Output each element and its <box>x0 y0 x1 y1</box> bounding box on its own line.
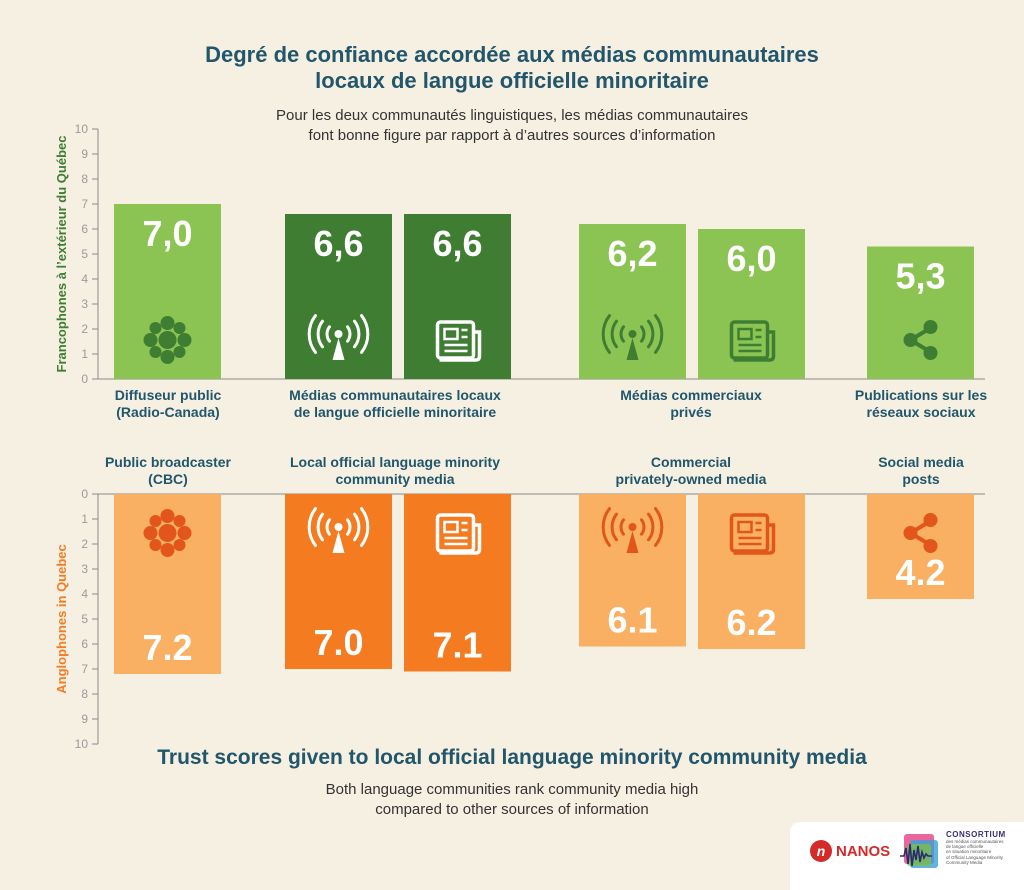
francophone-category-label: Diffuseur public <box>115 387 222 403</box>
newspaper-icon <box>729 513 776 555</box>
francophone-panel: 0 1 2 3 4 5 6 7 8 9 10 Francophones à l’extérieur d… <box>54 122 987 420</box>
francophone-bar <box>867 246 974 379</box>
francophone-bar-value-label: 6,6 <box>313 223 363 264</box>
chart-subtitle-fr: Pour les deux communautés linguistiques,… <box>0 106 1024 146</box>
chart-subtitle-fr-line2: font bonne figure par rapport à d’autres… <box>308 127 716 144</box>
chart-title-fr-line1: Degré de confiance accordée aux médias c… <box>205 42 819 67</box>
cbc-gem-icon <box>143 509 192 557</box>
anglophone-tick-label: 3 <box>81 562 88 576</box>
anglophone-tick-label: 0 <box>81 487 88 501</box>
cbc-gem-icon <box>143 316 192 364</box>
anglophone-bar-value-label: 6.2 <box>726 602 776 643</box>
consortium-en-2: Community Media <box>946 859 983 865</box>
consortium-waveform-icon <box>900 834 938 868</box>
share-icon <box>903 320 938 360</box>
anglophone-category-label: community media <box>335 471 454 487</box>
anglophone-bar <box>867 494 974 599</box>
consortium-en-1: of Official Language Minority <box>946 854 1003 860</box>
anglophone-bar-value-label: 7.1 <box>432 625 482 666</box>
francophone-bar <box>114 204 221 379</box>
anglophone-category-label: posts <box>902 471 940 487</box>
nanos-logo: n NANOS <box>810 840 890 862</box>
consortium-fr-1: des médias communautaires <box>946 839 1004 844</box>
newspaper-icon <box>435 513 482 555</box>
francophone-tick-label: 9 <box>81 147 88 161</box>
francophone-bar-value-label: 7,0 <box>142 213 192 254</box>
anglophone-tick-label: 5 <box>81 612 88 626</box>
chart-title-fr: Degré de confiance accordée aux médias c… <box>0 42 1024 94</box>
anglophone-y-axis-label: Anglophones in Quebec <box>54 544 69 694</box>
consortium-fr-2: de langue officielle <box>946 844 984 850</box>
anglophone-bar-value-label: 7.2 <box>142 627 192 668</box>
anglophone-category-label: privately-owned media <box>616 471 767 487</box>
francophone-tick-label: 5 <box>81 247 88 261</box>
francophone-category-label: Publications sur les <box>855 387 987 403</box>
anglophone-tick-label: 10 <box>75 737 89 751</box>
chart-title-fr-line2: locaux de langue officielle minoritaire <box>315 68 709 93</box>
newspaper-icon <box>729 320 776 362</box>
francophone-category-label: Médias commerciaux <box>620 387 762 403</box>
anglophone-bar <box>698 494 805 649</box>
anglophone-category-label: Public broadcaster <box>105 454 232 470</box>
nanos-n-icon: n <box>810 840 832 862</box>
anglophone-tick-label: 9 <box>81 712 88 726</box>
anglophone-tick-label: 7 <box>81 662 88 676</box>
francophone-tick-label: 4 <box>81 272 88 286</box>
anglophone-category-label: Commercial <box>651 454 731 470</box>
francophone-category-label: (Radio-Canada) <box>116 404 219 420</box>
consortium-title: CONSORTIUM <box>946 830 1006 839</box>
chart-subtitle-en-line1: Both language communities rank community… <box>325 781 699 798</box>
logo-panel: n NANOS CONSORTIUM des médias communauta… <box>790 822 1024 890</box>
anglophone-category-label: Social media <box>878 454 964 470</box>
francophone-category-label: Médias communautaires locaux <box>289 387 501 403</box>
anglophone-category-label: (CBC) <box>148 471 188 487</box>
francophone-category-label: de langue officielle minoritaire <box>294 404 496 420</box>
nanos-wordmark: NANOS <box>836 842 891 860</box>
anglophone-tick-label: 4 <box>81 587 88 601</box>
anglophone-tick-label: 2 <box>81 537 88 551</box>
anglophone-tick-label: 6 <box>81 637 88 651</box>
anglophone-category-label: Local official language minority <box>290 454 500 470</box>
francophone-tick-label: 7 <box>81 197 88 211</box>
francophone-tick-label: 3 <box>81 297 88 311</box>
anglophone-bar <box>579 494 686 647</box>
francophone-category-label: réseaux sociaux <box>867 404 976 420</box>
anglophone-bar-value-label: 6.1 <box>607 600 657 641</box>
chart-subtitle-fr-line1: Pour les deux communautés linguistiques,… <box>276 107 748 124</box>
chart-subtitle-en: Both language communities rank community… <box>0 780 1024 820</box>
radio-antenna-icon <box>307 314 370 360</box>
francophone-tick-label: 6 <box>81 222 88 236</box>
consortium-logo: CONSORTIUM des médias communautaires de … <box>898 830 1024 874</box>
anglophone-panel: 0 1 2 3 4 5 6 7 8 9 10 Anglophones in Quebec 7.2 7.0 7… <box>54 454 985 751</box>
radio-antenna-icon <box>307 507 370 553</box>
consortium-fr-3: en situation minoritaire <box>946 849 992 855</box>
consortium-text: CONSORTIUM des médias communautaires de … <box>946 830 1024 874</box>
francophone-tick-label: 0 <box>81 372 88 386</box>
newspaper-icon <box>435 320 482 362</box>
radio-antenna-icon <box>601 314 664 360</box>
francophone-y-axis-label: Francophones à l’extérieur du Québec <box>54 136 69 373</box>
francophone-bar-value-label: 5,3 <box>895 256 945 297</box>
chart-title-en: Trust scores given to local official lan… <box>157 746 867 769</box>
francophone-tick-label: 10 <box>75 122 89 136</box>
anglophone-bar-value-label: 7.0 <box>313 622 363 663</box>
francophone-tick-label: 1 <box>81 347 88 361</box>
francophone-tick-label: 2 <box>81 322 88 336</box>
radio-antenna-icon <box>601 507 664 553</box>
francophone-bar-value-label: 6,6 <box>432 223 482 264</box>
anglophone-bar-value-label: 4.2 <box>895 552 945 593</box>
francophone-tick-label: 8 <box>81 172 88 186</box>
francophone-bar-value-label: 6,0 <box>726 238 776 279</box>
francophone-bar <box>698 229 805 379</box>
chart-subtitle-en-line2: compared to other sources of information <box>375 801 649 818</box>
francophone-bar-value-label: 6,2 <box>607 233 657 274</box>
share-icon <box>903 513 938 553</box>
anglophone-tick-label: 8 <box>81 687 88 701</box>
anglophone-tick-label: 1 <box>81 512 88 526</box>
francophone-category-label: privés <box>670 404 711 420</box>
